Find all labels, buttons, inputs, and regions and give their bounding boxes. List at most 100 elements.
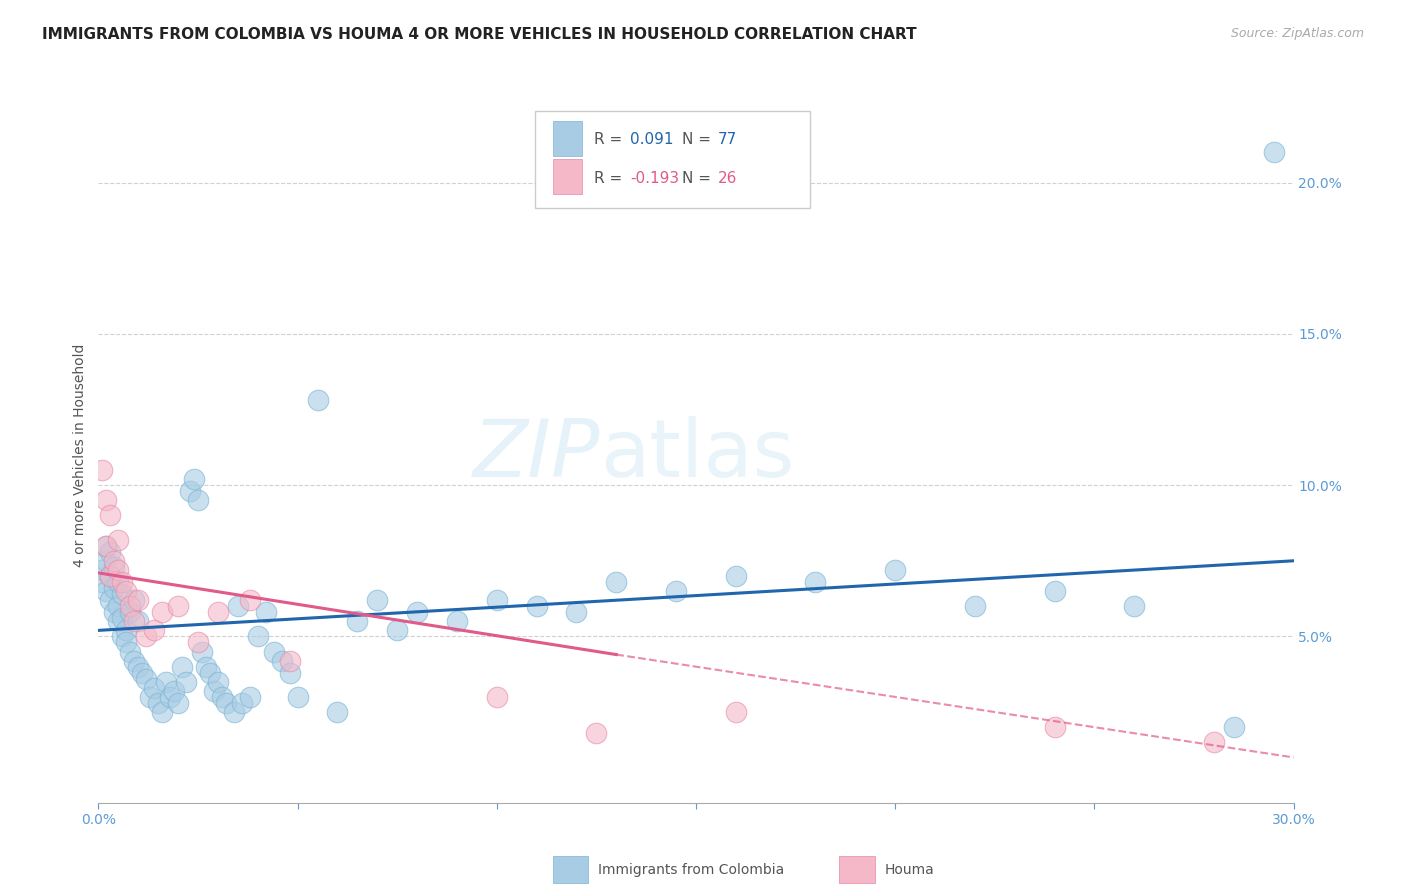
Point [187,635,209,649]
Point [150,605,173,619]
Point [103,581,125,595]
FancyBboxPatch shape [534,111,810,208]
Text: 77: 77 [717,131,737,146]
Bar [553,856,589,883]
Point [159,690,181,704]
Point [96,539,118,553]
Point [150,705,173,719]
Point [724,569,747,583]
Point [96,554,118,568]
Text: 26: 26 [717,170,737,186]
Point [115,584,138,599]
Point [127,593,149,607]
Point [198,665,221,680]
Point [1222,720,1246,734]
Point [124,593,146,607]
Point [278,665,301,680]
Point [195,659,218,673]
Point [231,696,253,710]
Point [485,593,508,607]
Point [100,508,122,523]
Point [202,684,225,698]
Text: -0.193: -0.193 [630,170,679,186]
Text: Immigrants from Colombia: Immigrants from Colombia [598,863,785,877]
Point [174,674,197,689]
Point [131,665,153,680]
Point [207,605,229,619]
Point [326,705,349,719]
Point [135,629,157,643]
Point [254,605,277,619]
Point [120,605,142,619]
Point [278,654,301,668]
Point [103,559,125,574]
Bar [553,159,582,194]
Text: Houma: Houma [884,863,935,877]
Point [884,563,907,577]
Point [191,644,214,658]
Point [124,654,146,668]
Point [179,484,201,499]
Point [167,696,190,710]
Point [100,545,122,559]
Point [143,681,166,695]
Point [139,690,162,704]
Point [107,533,129,547]
Text: N =: N = [682,131,716,146]
Point [526,599,548,614]
Point [665,584,688,599]
Point [100,569,122,583]
Point [111,611,134,625]
Point [135,672,157,686]
Point [143,624,166,638]
Bar [839,856,876,883]
Text: ZIP: ZIP [472,416,600,494]
Point [111,574,134,589]
Point [346,615,368,629]
Point [406,605,429,619]
Point [120,644,142,658]
Point [207,674,229,689]
Point [107,615,129,629]
Point [226,599,249,614]
Point [1263,145,1285,160]
Point [211,690,233,704]
Point [605,574,627,589]
Point [804,574,827,589]
Point [263,644,285,658]
Text: Source: ZipAtlas.com: Source: ZipAtlas.com [1230,27,1364,40]
Point [1123,599,1146,614]
Point [307,393,329,408]
Point [163,684,186,698]
Point [446,615,468,629]
Point [485,690,508,704]
Point [270,654,292,668]
Point [107,563,129,577]
Point [724,705,747,719]
Point [100,593,122,607]
Point [1202,735,1225,749]
Point [187,493,209,508]
Point [107,574,129,589]
Point [222,705,245,719]
Point [172,659,194,673]
Text: R =: R = [595,131,627,146]
Point [127,659,149,673]
Point [115,635,138,649]
Point [155,674,177,689]
Point [246,629,269,643]
Point [91,463,114,477]
Point [96,539,118,553]
Point [124,615,146,629]
Point [585,726,607,740]
Point [96,493,118,508]
Text: atlas: atlas [600,416,794,494]
Text: 0.091: 0.091 [630,131,673,146]
Point [287,690,309,704]
Point [91,574,114,589]
Point [239,690,262,704]
Point [366,593,388,607]
Point [215,696,238,710]
Point [183,472,205,486]
Point [115,624,138,638]
